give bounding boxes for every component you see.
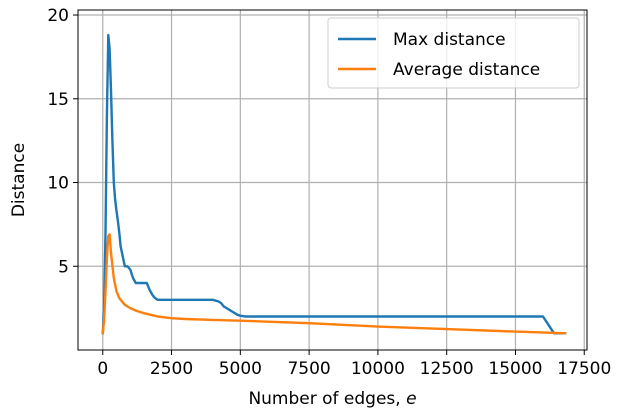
x-tick-label: 7500 <box>287 359 330 379</box>
y-tick-label: 20 <box>47 6 69 26</box>
x-axis-label: Number of edges, e <box>248 389 416 408</box>
series-line-average-distance <box>101 233 567 335</box>
x-tick-label: 5000 <box>219 359 262 379</box>
y-tick-label: 5 <box>58 257 69 277</box>
legend-label: Max distance <box>393 30 506 50</box>
legend-box <box>327 17 580 89</box>
legend-label: Average distance <box>393 60 540 80</box>
y-axis-label: Distance <box>9 143 29 217</box>
plot-frame <box>77 9 588 351</box>
legend: Max distance Average distance <box>327 17 580 89</box>
y-tick-label: 15 <box>47 90 69 110</box>
series-line-max-distance <box>101 33 567 335</box>
x-tick-label: 12500 <box>420 359 474 379</box>
x-tick-label: 2500 <box>150 359 193 379</box>
x-tick-label: 17500 <box>557 359 611 379</box>
axis-ticks: 0 2500 5000 7500 10000 12500 15000 17500 5 10 15 20 <box>47 6 611 379</box>
x-tick-label: 10000 <box>351 359 405 379</box>
x-tick-label: 15000 <box>488 359 542 379</box>
x-tick-label: 0 <box>97 359 108 379</box>
y-tick-label: 10 <box>47 174 69 194</box>
grid <box>78 10 587 350</box>
series-layer <box>101 33 567 335</box>
